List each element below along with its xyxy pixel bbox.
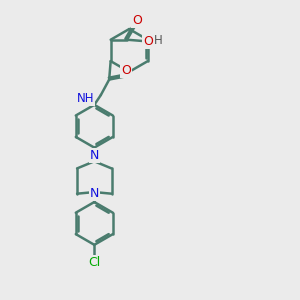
Text: Cl: Cl [88,256,100,268]
Text: O: O [121,64,131,76]
Text: O: O [143,35,153,48]
Text: H: H [154,34,163,47]
Text: N: N [90,187,99,200]
Text: NH: NH [77,92,94,105]
Text: N: N [90,149,99,162]
Text: O: O [132,14,142,27]
